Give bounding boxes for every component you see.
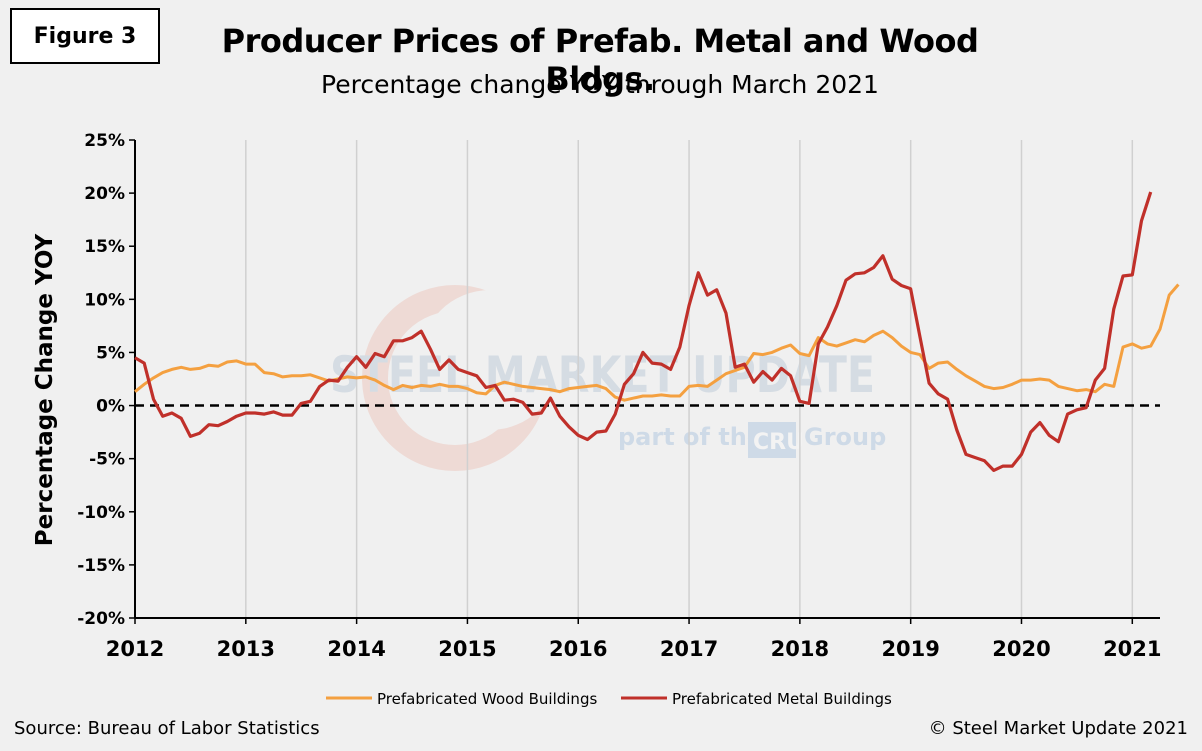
- y-axis-label: Percentage Change YOY: [32, 233, 58, 546]
- steel-market-update-watermark: STEEL MARKET UPDATE part of the CRU Grou…: [330, 285, 886, 471]
- watermark-tagline-prefix: part of the: [618, 423, 763, 451]
- y-tick-label: 5%: [96, 343, 125, 363]
- chart-title: Producer Prices of Prefab. Metal and Woo…: [221, 22, 979, 98]
- x-tick-label: 2021: [1103, 637, 1161, 661]
- series-line-wood: [134, 283, 1180, 402]
- x-tick-label: 2014: [327, 637, 385, 661]
- vertical-gridlines: [245, 140, 1134, 618]
- figure-label: Figure 3: [10, 8, 160, 64]
- x-tick-label: 2015: [438, 637, 496, 661]
- legend-label-wood: Prefabricated Wood Buildings: [377, 690, 597, 708]
- source-note: Source: Bureau of Labor Statistics: [14, 718, 320, 739]
- y-axis-ticks: -20% -15% -10% -5% 0% 5% 10% 15% 20% 25%: [77, 131, 135, 629]
- x-tick-label: 2013: [217, 637, 275, 661]
- y-tick-label: -15%: [77, 556, 125, 576]
- watermark-tagline-suffix: Group: [804, 423, 886, 451]
- watermark-cru-logo-box: [748, 422, 796, 458]
- watermark-logo-ring: [362, 285, 548, 471]
- y-tick-label: -10%: [77, 503, 125, 523]
- y-tick-label: -5%: [89, 450, 125, 470]
- watermark-cru-logo: CRU: [753, 430, 804, 455]
- y-tick-label: 10%: [84, 290, 125, 310]
- axes: [134, 140, 1160, 619]
- y-tick-label: 15%: [84, 237, 125, 257]
- y-tick-label: -20%: [77, 609, 125, 629]
- x-axis-ticks: 2012 2013 2014 2015 2016 2017 2018 2019 2020 2021: [106, 618, 1162, 661]
- x-tick-label: 2017: [660, 637, 718, 661]
- series-line-metal: [134, 191, 1153, 472]
- x-tick-label: 2020: [992, 637, 1050, 661]
- copyright-note: © Steel Market Update 2021: [928, 718, 1188, 739]
- x-tick-label: 2018: [771, 637, 829, 661]
- chart-subtitle: Percentage change YOY through March 2021: [321, 70, 879, 99]
- x-tick-label: 2012: [106, 637, 164, 661]
- watermark-logo-cutout: [420, 290, 560, 430]
- y-tick-label: 20%: [84, 184, 125, 204]
- y-tick-label: 0%: [96, 397, 125, 417]
- series-lines: [134, 191, 1180, 472]
- x-tick-label: 2016: [549, 637, 607, 661]
- watermark-brand: STEEL MARKET UPDATE: [330, 346, 875, 404]
- y-tick-label: 25%: [84, 131, 125, 151]
- x-tick-label: 2019: [881, 637, 939, 661]
- legend-label-metal: Prefabricated Metal Buildings: [672, 690, 892, 708]
- legend: Prefabricated Wood Buildings Prefabricat…: [326, 690, 892, 708]
